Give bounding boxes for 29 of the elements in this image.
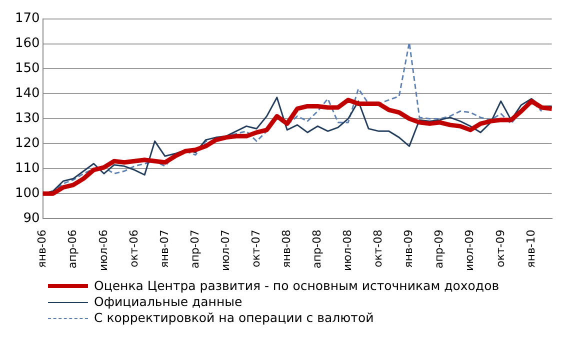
x-tick-label: янв-07 — [158, 230, 171, 268]
x-tick-label: июл-09 — [463, 230, 476, 271]
x-tick-label: окт-08 — [372, 230, 385, 268]
x-tick-label: окт-09 — [494, 230, 507, 268]
legend-label: С корректировкой на операции с валютой — [94, 310, 374, 326]
x-tick-label: июл-08 — [341, 230, 354, 271]
legend-label: Оценка Центра развития - по основным источникам доходов — [94, 278, 500, 294]
y-tick-label: 160 — [14, 36, 40, 52]
x-tick-label: янв-06 — [36, 230, 49, 268]
y-tick-label: 100 — [14, 186, 40, 201]
y-tick-label: 120 — [14, 136, 40, 152]
y-tick-label: 90 — [23, 210, 40, 226]
x-tick-label: янв-10 — [524, 230, 538, 268]
y-tick-label: 110 — [14, 161, 40, 176]
y-tick-label: 170 — [14, 11, 40, 26]
x-tick-label: июл-06 — [96, 230, 110, 271]
y-tick-label: 150 — [14, 61, 40, 76]
x-tick-label: апр-09 — [432, 230, 446, 268]
x-tick-label: июл-07 — [218, 230, 232, 271]
y-tick-label: 140 — [14, 86, 40, 102]
x-tick-label: янв-09 — [402, 230, 416, 268]
x-tick-label: апр-08 — [310, 230, 324, 268]
x-tick-label: окт-07 — [249, 230, 262, 268]
x-tick-label: янв-08 — [280, 230, 293, 268]
legend-label: Официальные данные — [94, 294, 242, 310]
y-tick-label: 130 — [14, 111, 40, 126]
x-tick-label: апр-06 — [66, 230, 80, 268]
x-tick-label: окт-06 — [127, 230, 140, 268]
x-tick-label: апр-07 — [188, 230, 202, 268]
